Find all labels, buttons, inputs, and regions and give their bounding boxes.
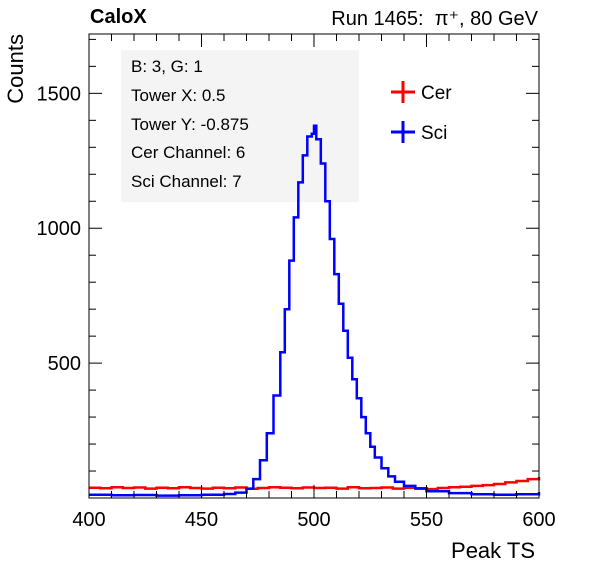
legend-label-cer: Cer <box>421 83 452 104</box>
y-axis-label: Counts <box>3 34 28 104</box>
info-line-tower-y: Tower Y: -0.875 <box>131 115 249 134</box>
brand-label: CaloX <box>90 6 147 28</box>
x-tick-label: 400 <box>72 509 105 531</box>
plot-layer <box>89 50 541 497</box>
x-tick-label: 550 <box>410 509 443 531</box>
axis-layer: 400 450 500 550 600 500 1000 1500 Peak TS Counts C… <box>3 33 556 563</box>
run-label: Run 1465: <box>331 8 424 30</box>
y-tick-label: 1500 <box>37 83 82 105</box>
legend-label-sci: Sci <box>421 123 447 144</box>
info-box-background <box>121 50 359 202</box>
x-tick-label: 500 <box>297 509 330 531</box>
run-header: Run 1465: π⁺, 80 GeV <box>331 6 538 31</box>
info-line-board: B: 3, G: 1 <box>131 57 203 76</box>
y-tick-label: 500 <box>48 353 81 375</box>
x-tick-label: 450 <box>185 509 218 531</box>
info-line-cer-channel: Cer Channel: 6 <box>131 143 246 162</box>
info-line-tower-x: Tower X: 0.5 <box>131 86 226 105</box>
x-axis-label: Peak TS <box>451 538 535 563</box>
x-tick-label: 600 <box>522 509 555 531</box>
beam-label: π⁺, 80 GeV <box>434 8 538 30</box>
y-tick-label: 1000 <box>37 218 82 240</box>
info-line-sci-channel: Sci Channel: 7 <box>131 172 242 191</box>
